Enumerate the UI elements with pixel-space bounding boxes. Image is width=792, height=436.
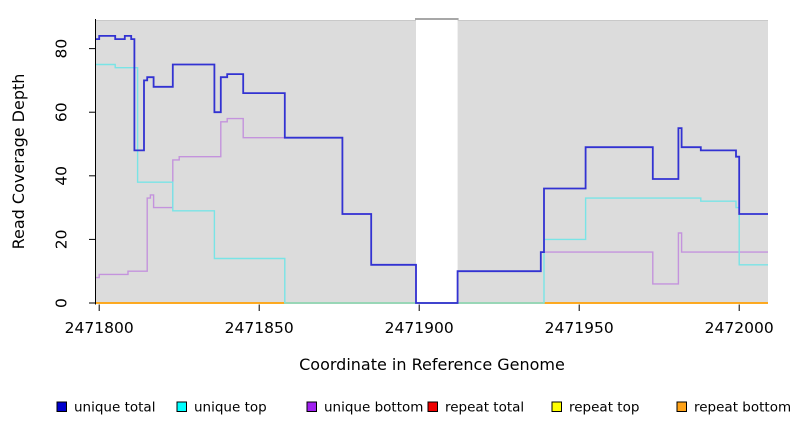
x-tick-label: 2471800 <box>65 319 134 337</box>
x-axis-title: Coordinate in Reference Genome <box>299 355 565 374</box>
x-tick-label: 2471900 <box>385 319 454 337</box>
legend-label-unique-bottom: unique bottom <box>324 400 423 416</box>
legend-swatch-repeat-bottom <box>676 401 687 412</box>
series-line-unique-bottom <box>96 117 768 304</box>
y-tick-label: 40 <box>53 166 71 186</box>
legend-swatch-repeat-top <box>551 401 562 412</box>
x-tick-label: 2472000 <box>705 319 774 337</box>
legend-label-unique-top: unique top <box>194 400 267 416</box>
y-tick-label: 20 <box>53 230 71 250</box>
legend-label-repeat-bottom: repeat bottom <box>694 400 791 416</box>
x-tick-label: 2471950 <box>545 319 614 337</box>
legend-swatch-unique-bottom <box>306 401 317 412</box>
masked-region <box>416 13 458 302</box>
y-tick-label: 80 <box>53 39 71 59</box>
y-tick-label: 60 <box>53 102 71 122</box>
series-line-unique-top <box>96 63 768 304</box>
legend-label-unique-total: unique total <box>74 400 155 416</box>
series-line-unique-total <box>96 35 768 304</box>
legend-swatch-unique-top <box>176 401 187 412</box>
legend-swatch-repeat-total <box>427 401 438 412</box>
legend-swatch-unique-total <box>56 401 67 412</box>
x-tick-label: 2471850 <box>225 319 294 337</box>
y-tick-label: 0 <box>53 298 71 308</box>
legend-label-repeat-total: repeat total <box>445 400 524 416</box>
y-axis-title: Read Coverage Depth <box>9 74 28 250</box>
legend-label-repeat-top: repeat top <box>569 400 639 416</box>
